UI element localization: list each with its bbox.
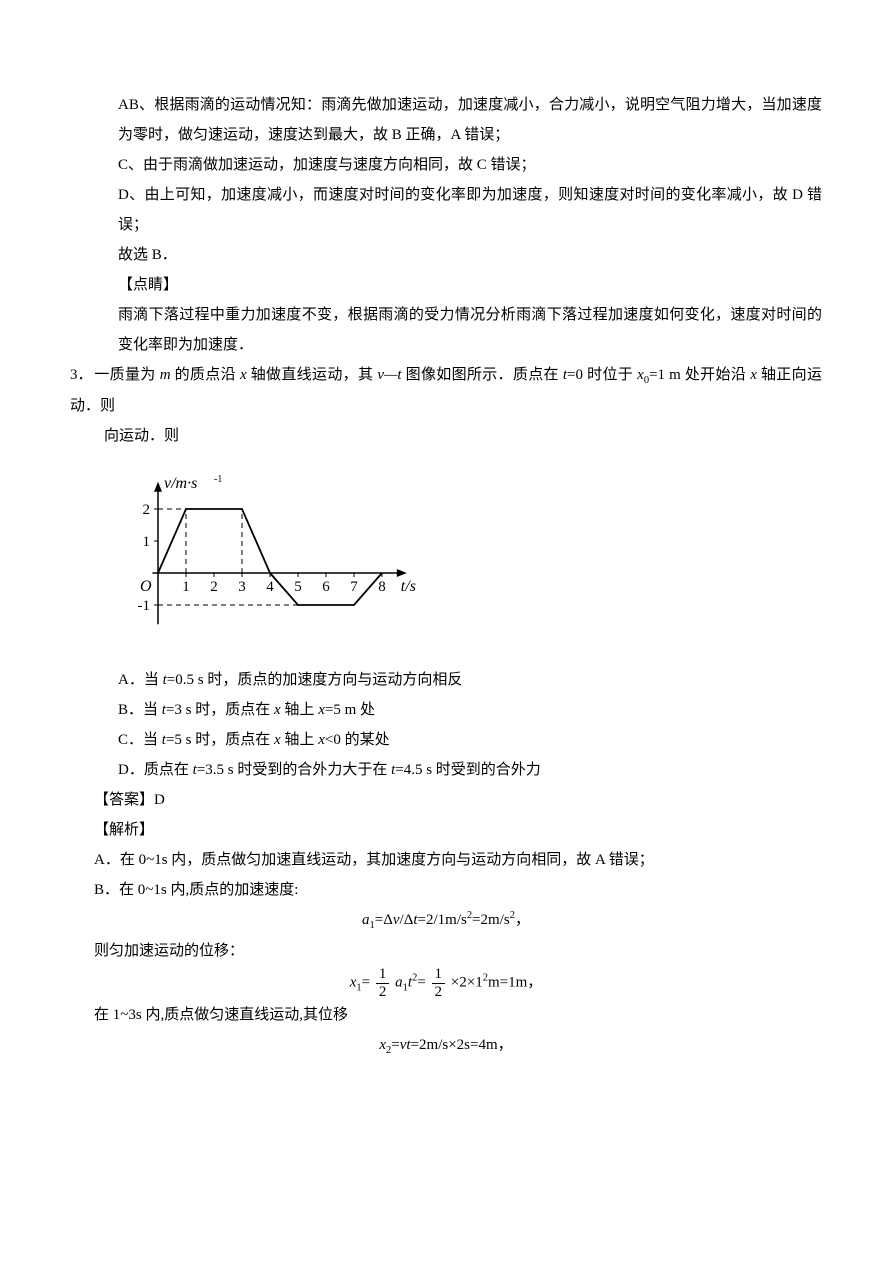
svg-text:8: 8 xyxy=(378,579,386,595)
svg-text:1: 1 xyxy=(182,579,190,595)
q3-answer: 【答案】D xyxy=(94,785,822,815)
q3-eqn2: x1= 12 a1t2= 12 ×2×12m=1m， xyxy=(70,966,822,1000)
eqn-txt: /Δ xyxy=(400,912,414,928)
eqn-var: a xyxy=(391,974,402,990)
q3-stem-txt: 一质量为 xyxy=(94,367,160,383)
svg-text:3: 3 xyxy=(238,579,246,595)
q3-option-b: B．当 t=3 s 时，质点在 x 轴上 x=5 m 处 xyxy=(118,695,822,725)
opt-text: =3.5 s 时受到的合外力大于在 xyxy=(197,762,391,778)
q3-var-x: x xyxy=(750,367,757,383)
frac-num: 1 xyxy=(376,966,390,984)
q3-stem-txt: 图像如图所示．质点在 xyxy=(402,367,563,383)
fraction: 12 xyxy=(432,966,446,1000)
svg-text:2: 2 xyxy=(210,579,218,595)
svg-text:2: 2 xyxy=(143,502,151,518)
svg-text:-1: -1 xyxy=(138,598,151,614)
opt-text: 轴上 xyxy=(281,732,319,748)
svg-text:6: 6 xyxy=(322,579,330,595)
q3-eqn1: a1=Δv/Δt=2/1m/s2=2m/s2， xyxy=(70,905,822,936)
svg-text:v/m·s: v/m·s xyxy=(164,475,197,492)
svg-text:1: 1 xyxy=(143,534,151,550)
eqn-var: vt xyxy=(400,1037,411,1053)
svg-text:O: O xyxy=(140,578,152,595)
q2-expl-d: D、由上可知，加速度减小，而速度对时间的变化率即为加速度，则知速度对时间的变化率… xyxy=(118,180,822,240)
svg-text:4: 4 xyxy=(266,579,274,595)
q3-stem-txt: 的质点沿 xyxy=(171,367,240,383)
opt-var: x xyxy=(318,732,325,748)
q3-stem-line2: 向运动．则 xyxy=(104,421,822,451)
q3-option-a: A．当 t=0.5 s 时，质点的加速度方向与运动方向相反 xyxy=(118,665,822,695)
q3-stem-txt: =0 时位于 xyxy=(567,367,637,383)
opt-text: =4.5 s 时受到的合外力 xyxy=(395,762,541,778)
q2-expl-c: C、由于雨滴做加速运动，加速度与速度方向相同，故 C 错误； xyxy=(118,150,822,180)
svg-text:t/s: t/s xyxy=(401,578,416,595)
opt-text: =5 s 时，质点在 xyxy=(166,732,274,748)
eqn-txt: =2m/s×2s=4m， xyxy=(411,1037,513,1053)
eqn-txt: = xyxy=(417,974,429,990)
answer-label: 【答案】 xyxy=(94,792,154,808)
q3-graph: 1 2 -1 1 2 3 4 5 6 7 8 Ov/m·s -1 t/s xyxy=(118,463,822,653)
q3-var-vt: v—t xyxy=(377,367,401,383)
eqn-txt: ， xyxy=(515,912,530,928)
q3-var-x: x xyxy=(240,367,247,383)
eqn-txt: =2m/s xyxy=(472,912,510,928)
eqn-txt: = xyxy=(362,974,374,990)
svg-text:5: 5 xyxy=(294,579,302,595)
opt-text: B．当 xyxy=(118,702,162,718)
q3-stem-txt: =1 m 处开始沿 xyxy=(649,367,750,383)
q3-var-x0: x xyxy=(637,367,644,383)
opt-var: x xyxy=(274,732,281,748)
eqn-txt: m=1m， xyxy=(488,974,542,990)
opt-text: D．质点在 xyxy=(118,762,193,778)
opt-text: =5 m 处 xyxy=(325,702,375,718)
q3-stem-txt: 轴做直线运动，其 xyxy=(247,367,378,383)
q3-expl-b2: 则匀加速运动的位移： xyxy=(94,936,822,966)
q3-stem: 3．一质量为 m 的质点沿 x 轴做直线运动，其 v—t 图像如图所示．质点在 … xyxy=(70,360,822,421)
opt-var: x xyxy=(318,702,325,718)
opt-var: x xyxy=(274,702,281,718)
q2-tip: 雨滴下落过程中重力加速度不变，根据雨滴的受力情况分析雨滴下落过程加速度如何变化，… xyxy=(118,300,822,360)
eqn-txt: =2/1m/s xyxy=(418,912,467,928)
q2-expl-ab: AB、根据雨滴的运动情况知：雨滴先做加速运动，加速度减小，合力减小，说明空气阻力… xyxy=(118,90,822,150)
q2-conclusion: 故选 B． xyxy=(118,240,822,270)
opt-text: A．当 xyxy=(118,672,163,688)
q3-option-c: C．当 t=5 s 时，质点在 x 轴上 x<0 的某处 xyxy=(118,725,822,755)
eqn-var: a xyxy=(362,912,370,928)
q3-expl-a: A．在 0~1s 内，质点做匀加速直线运动，其加速度方向与运动方向相同，故 A … xyxy=(94,845,822,875)
opt-text: C．当 xyxy=(118,732,162,748)
q3-number: 3． xyxy=(70,360,94,390)
q3-var-m: m xyxy=(160,367,171,383)
q3-expl-label: 【解析】 xyxy=(94,815,822,845)
frac-num: 1 xyxy=(432,966,446,984)
answer-value: D xyxy=(154,792,165,808)
opt-text: <0 的某处 xyxy=(325,732,390,748)
frac-den: 2 xyxy=(376,984,390,1001)
eqn-var: v xyxy=(393,912,400,928)
opt-text: =3 s 时，质点在 xyxy=(166,702,274,718)
eqn-txt: =Δ xyxy=(375,912,393,928)
opt-text: 轴上 xyxy=(281,702,319,718)
svg-text:7: 7 xyxy=(350,579,358,595)
eqn-txt: ×2×1 xyxy=(447,974,483,990)
q3-expl-b1: B．在 0~1s 内,质点的加速速度: xyxy=(94,875,822,905)
opt-text: =0.5 s 时，质点的加速度方向与运动方向相反 xyxy=(167,672,463,688)
q3-eqn3: x2=vt=2m/s×2s=4m， xyxy=(70,1030,822,1061)
fraction: 12 xyxy=(376,966,390,1000)
q2-tip-label: 【点睛】 xyxy=(118,270,822,300)
q3-option-d: D．质点在 t=3.5 s 时受到的合外力大于在 t=4.5 s 时受到的合外力 xyxy=(118,755,822,785)
q3-expl-b3: 在 1~3s 内,质点做匀速直线运动,其位移 xyxy=(94,1000,822,1030)
eqn-txt: = xyxy=(391,1037,399,1053)
svg-text:-1: -1 xyxy=(214,474,222,485)
frac-den: 2 xyxy=(432,984,446,1001)
